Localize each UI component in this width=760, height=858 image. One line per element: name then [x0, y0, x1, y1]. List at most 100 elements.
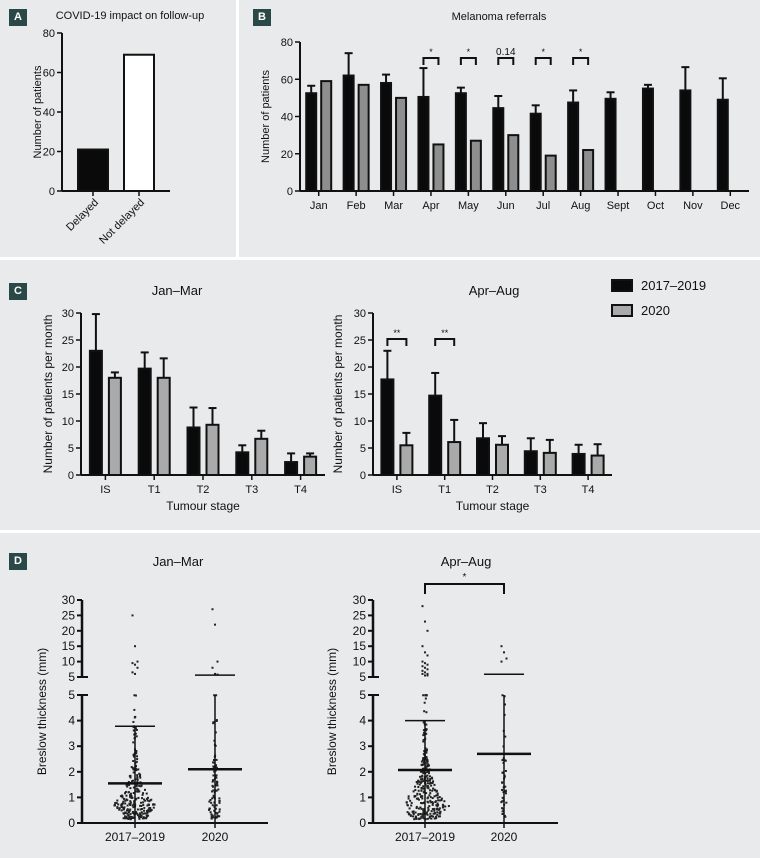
data-point	[135, 760, 138, 763]
data-point	[429, 812, 432, 815]
data-point	[130, 766, 133, 769]
data-point	[210, 801, 213, 804]
y-tick-label: 3	[68, 739, 75, 753]
data-point	[136, 666, 139, 669]
y-tick-label: 5	[68, 688, 75, 702]
data-point	[139, 808, 142, 811]
x-tick-label: Delayed	[64, 197, 101, 234]
data-point	[426, 774, 429, 777]
y-tick-label: 10	[62, 416, 74, 428]
data-point	[131, 796, 134, 799]
data-point	[215, 816, 218, 819]
data-point	[424, 662, 426, 665]
y-tick-label: 2	[68, 765, 75, 779]
data-point	[504, 790, 507, 793]
data-point	[415, 805, 418, 808]
x-tick-label: T3	[534, 484, 547, 496]
data-point	[215, 804, 218, 807]
bar	[88, 349, 103, 476]
y-tick-label: 4	[68, 714, 75, 728]
data-point	[429, 792, 432, 795]
data-point	[138, 815, 141, 818]
x-axis-label: Tumour stage	[166, 499, 240, 513]
data-point	[406, 811, 409, 814]
data-point	[422, 694, 425, 697]
chart-b: Melanoma referrals 0 20 40 60 80 Number of pat…	[260, 11, 749, 212]
bar	[186, 426, 201, 476]
data-point	[423, 749, 426, 752]
data-point	[218, 810, 221, 813]
data-point	[422, 738, 425, 741]
data-point	[424, 620, 426, 623]
chart-c: Jan–Mar 0 5 10 15 20 25 30 Number of patients pe…	[41, 278, 706, 513]
x-axis-label: Tumour stage	[456, 499, 530, 513]
data-point	[130, 795, 133, 798]
x-tick-label: Not delayed	[97, 197, 147, 247]
data-point	[217, 788, 220, 791]
data-point	[425, 779, 428, 782]
data-point	[134, 645, 136, 648]
data-point	[136, 781, 139, 784]
data-point	[422, 757, 425, 760]
data-point	[421, 665, 424, 668]
data-point	[435, 808, 438, 811]
data-point	[218, 799, 221, 802]
data-point	[436, 805, 439, 808]
data-point	[132, 771, 135, 774]
data-point	[137, 768, 140, 771]
data-point	[424, 671, 426, 674]
data-point	[133, 733, 136, 736]
panel-label-a: A	[9, 9, 27, 26]
data-point	[129, 801, 132, 804]
x-tick-label: Oct	[647, 200, 664, 212]
data-point	[135, 784, 138, 787]
data-point	[215, 780, 218, 783]
data-point	[124, 790, 127, 793]
data-point	[425, 792, 428, 795]
data-point	[423, 701, 426, 704]
data-point	[136, 808, 139, 811]
data-point	[425, 728, 428, 731]
data-point	[125, 794, 128, 797]
data-point	[134, 672, 136, 675]
data-point	[113, 804, 116, 807]
data-point	[136, 814, 139, 817]
data-point	[210, 817, 213, 820]
data-point	[424, 818, 427, 821]
bar	[235, 451, 250, 477]
bar	[320, 80, 333, 192]
data-point	[420, 795, 423, 798]
data-point	[208, 807, 211, 810]
bar	[380, 81, 393, 192]
y-tick-label: 0	[68, 470, 74, 482]
data-point	[133, 753, 136, 756]
y-tick-label: 20	[354, 362, 366, 374]
data-point	[422, 802, 425, 805]
data-point	[134, 727, 137, 730]
data-point	[417, 813, 420, 816]
y-tick-label: 30	[353, 593, 367, 607]
y-tick-label: 1	[68, 790, 75, 804]
data-point	[122, 817, 125, 820]
data-point	[215, 764, 218, 767]
y-tick-label: 0	[287, 186, 293, 198]
data-point	[424, 674, 426, 677]
data-point	[425, 749, 428, 752]
data-point	[209, 811, 212, 814]
data-point	[409, 799, 412, 802]
data-point	[427, 770, 430, 773]
data-point	[140, 815, 143, 818]
data-point	[132, 786, 135, 789]
bar	[342, 74, 355, 192]
data-point	[215, 694, 218, 697]
y-tick-label: 5	[68, 443, 74, 455]
significance-label: 0.14	[496, 47, 516, 58]
data-point	[419, 806, 422, 809]
data-point	[422, 809, 425, 812]
data-point	[141, 793, 144, 796]
data-point	[415, 797, 418, 800]
data-point	[134, 769, 137, 772]
data-point	[417, 786, 420, 789]
data-point	[132, 741, 135, 744]
